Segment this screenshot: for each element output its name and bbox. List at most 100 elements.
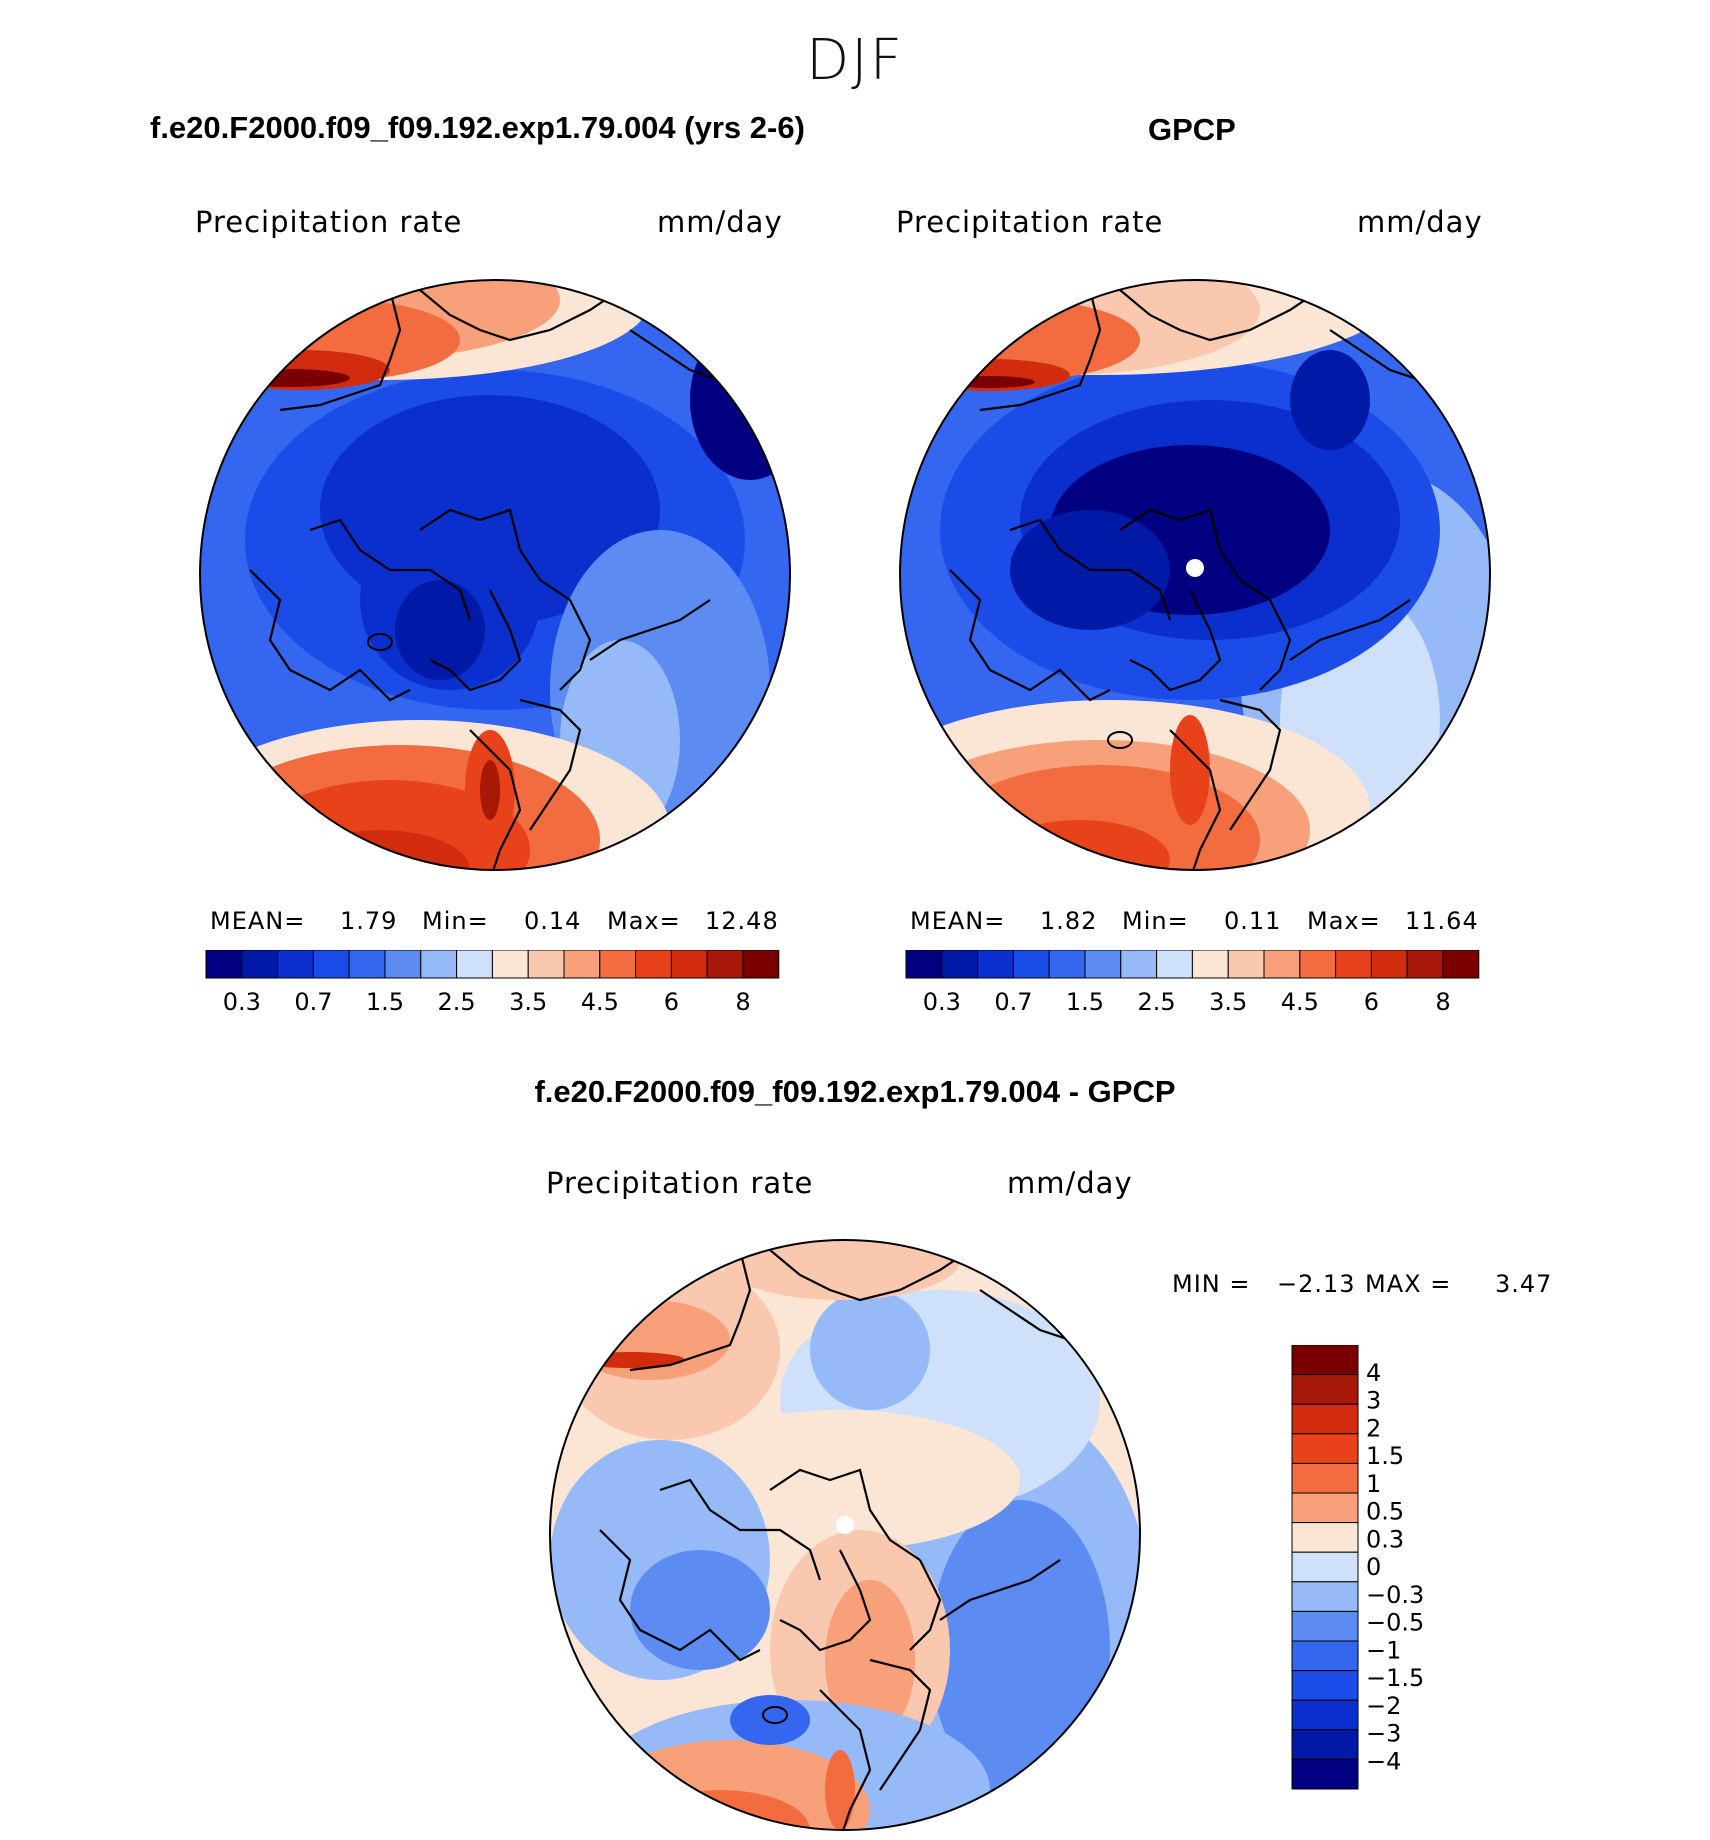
- colorbar-3-tick-label: −2: [1366, 1692, 1401, 1720]
- colorbar-2-tick-label: 1.5: [1066, 988, 1104, 1016]
- colorbar-3-cell: [1291, 1522, 1359, 1553]
- map-1-boundary: [199, 279, 791, 871]
- panel-1-max-value: 12.48: [705, 907, 779, 935]
- colorbar-1: 0.3 0.7 1.5 2.5 3.5 4.5 6 8: [205, 950, 780, 1016]
- map-3-field: [550, 1240, 1140, 1830]
- panel-2-units: mm/day: [1357, 205, 1483, 239]
- panel-1-units: mm/day: [657, 205, 783, 239]
- colorbar-3-cell: [1291, 1345, 1359, 1376]
- colorbar-1-tick-label: 4.5: [581, 988, 619, 1016]
- colorbar-1-cell: [527, 950, 565, 979]
- panel-1-min-value: 0.14: [524, 907, 582, 935]
- panel-2-title: GPCP: [1148, 112, 1236, 147]
- colorbar-3-cell: [1291, 1492, 1359, 1524]
- colorbar-3-tick-label: 3: [1366, 1387, 1381, 1415]
- colorbar-1-cell: [599, 950, 637, 979]
- colorbar-3-cell: [1291, 1670, 1359, 1701]
- colorbar-2-cell: [1335, 950, 1372, 979]
- colorbar-2-cell: [1156, 950, 1193, 979]
- panel-1-mean-label: MEAN=: [210, 907, 306, 935]
- map-1-field: [200, 280, 790, 870]
- pole-hole-marker: [836, 1516, 854, 1534]
- colorbar-2-cell: [905, 950, 943, 979]
- colorbar-3-tick-label: −0.3: [1366, 1581, 1424, 1609]
- colorbar-1-cell: [384, 950, 422, 979]
- colorbar-3-tick-label: −1: [1366, 1636, 1401, 1664]
- colorbar-1-cell: [456, 950, 493, 979]
- colorbar-2-tick-label: 2.5: [1138, 988, 1176, 1016]
- colorbar-2-cell: [1120, 950, 1158, 979]
- page-title: DJF: [806, 28, 904, 93]
- colorbar-2-tick-label: 0.7: [994, 988, 1032, 1016]
- colorbar-2-tick-label: 0.3: [923, 988, 961, 1016]
- colorbar-2-cell: [941, 950, 979, 979]
- colorbar-2-cell: [1084, 950, 1122, 979]
- colorbar-1-tick-label: 6: [664, 988, 679, 1016]
- colorbar-1-cell: [312, 950, 350, 979]
- colorbar-2-tick-label: 8: [1435, 988, 1450, 1016]
- panel-2-min-value: 0.11: [1224, 907, 1282, 935]
- colorbar-2-cell: [1012, 950, 1050, 979]
- panel-1-max-label: Max=: [607, 907, 681, 935]
- panel-1-min-label: Min=: [422, 907, 489, 935]
- map-3: [549, 1239, 1141, 1831]
- colorbar-1-cell: [706, 950, 744, 979]
- colorbar-3-cell: [1291, 1610, 1359, 1642]
- colorbar-2: 0.3 0.7 1.5 2.5 3.5 4.5 6 8: [905, 950, 1480, 1016]
- colorbar-1-cell: [348, 950, 386, 979]
- colorbar-1-cell: [205, 950, 243, 979]
- colorbar-3-cell: [1291, 1551, 1359, 1583]
- colorbar-3-cell: [1291, 1433, 1359, 1464]
- pole-hole-marker: [1186, 559, 1204, 577]
- colorbar-3-tick-label: −4: [1366, 1747, 1401, 1775]
- colorbar-2-cell: [1048, 950, 1086, 979]
- colorbar-3-cell: [1291, 1374, 1359, 1405]
- colorbar-3-cell: [1291, 1729, 1359, 1760]
- colorbar-1-tick-label: 0.3: [223, 988, 261, 1016]
- colorbar-2-tick-label: 6: [1364, 988, 1379, 1016]
- colorbar-1-tick-label: 2.5: [438, 988, 476, 1016]
- panel-3-min-value: −2.13: [1277, 1270, 1356, 1298]
- map-1: [199, 279, 791, 871]
- colorbar-3-tick-label: 0.5: [1366, 1498, 1404, 1526]
- map-2: [899, 279, 1491, 871]
- colorbar-2-cell: [1406, 950, 1444, 979]
- panel-3-max-value: 3.47: [1495, 1270, 1553, 1298]
- map-3-boundary: [549, 1239, 1141, 1831]
- panel-2-max-value: 11.64: [1405, 907, 1479, 935]
- colorbar-2-cell: [977, 950, 1014, 979]
- panel-3-variable: Precipitation rate: [546, 1166, 814, 1200]
- colorbar-3-cell: [1291, 1403, 1359, 1435]
- colorbar-1-tick-label: 0.7: [294, 988, 332, 1016]
- colorbar-3-tick-label: 1.5: [1366, 1442, 1404, 1470]
- map-2-boundary: [899, 279, 1491, 871]
- panel-3-title: f.e20.F2000.f09_f09.192.exp1.79.004 - GP…: [534, 1074, 1176, 1109]
- colorbar-2-cell: [1263, 950, 1301, 979]
- colorbar-2-tick-label: 3.5: [1209, 988, 1247, 1016]
- colorbar-1-cell: [420, 950, 458, 979]
- colorbar-3-cell: [1291, 1758, 1359, 1790]
- colorbar-2-cell: [1299, 950, 1337, 979]
- panel-2-mean-label: MEAN=: [910, 907, 1006, 935]
- panel-3-min-label: MIN =: [1172, 1270, 1251, 1298]
- colorbar-3-cell: [1291, 1699, 1359, 1731]
- panel-3-max-label: MAX =: [1365, 1270, 1452, 1298]
- colorbar-1-cell: [563, 950, 601, 979]
- colorbar-3-cell: [1291, 1640, 1359, 1672]
- colorbar-2-cell: [1442, 950, 1480, 979]
- colorbar-3-tick-label: 0: [1366, 1553, 1381, 1581]
- colorbar-1-tick-label: 3.5: [509, 988, 547, 1016]
- colorbar-1-cell: [635, 950, 672, 979]
- colorbar-2-cell: [1191, 950, 1229, 979]
- colorbar-3-tick-label: −0.5: [1366, 1609, 1424, 1637]
- colorbar-2-cell: [1227, 950, 1265, 979]
- colorbar-3-cell: [1291, 1581, 1359, 1612]
- colorbar-1-cell: [277, 950, 314, 979]
- panel-1-mean-value: 1.79: [340, 907, 398, 935]
- colorbar-3-cell: [1291, 1462, 1359, 1494]
- panel-1-title: f.e20.F2000.f09_f09.192.exp1.79.004 (yrs…: [150, 110, 805, 145]
- colorbar-1-cell: [491, 950, 529, 979]
- map-2-field: [900, 280, 1490, 870]
- colorbar-3-tick-label: 2: [1366, 1414, 1381, 1442]
- colorbar-3-tick-label: 0.3: [1366, 1525, 1404, 1553]
